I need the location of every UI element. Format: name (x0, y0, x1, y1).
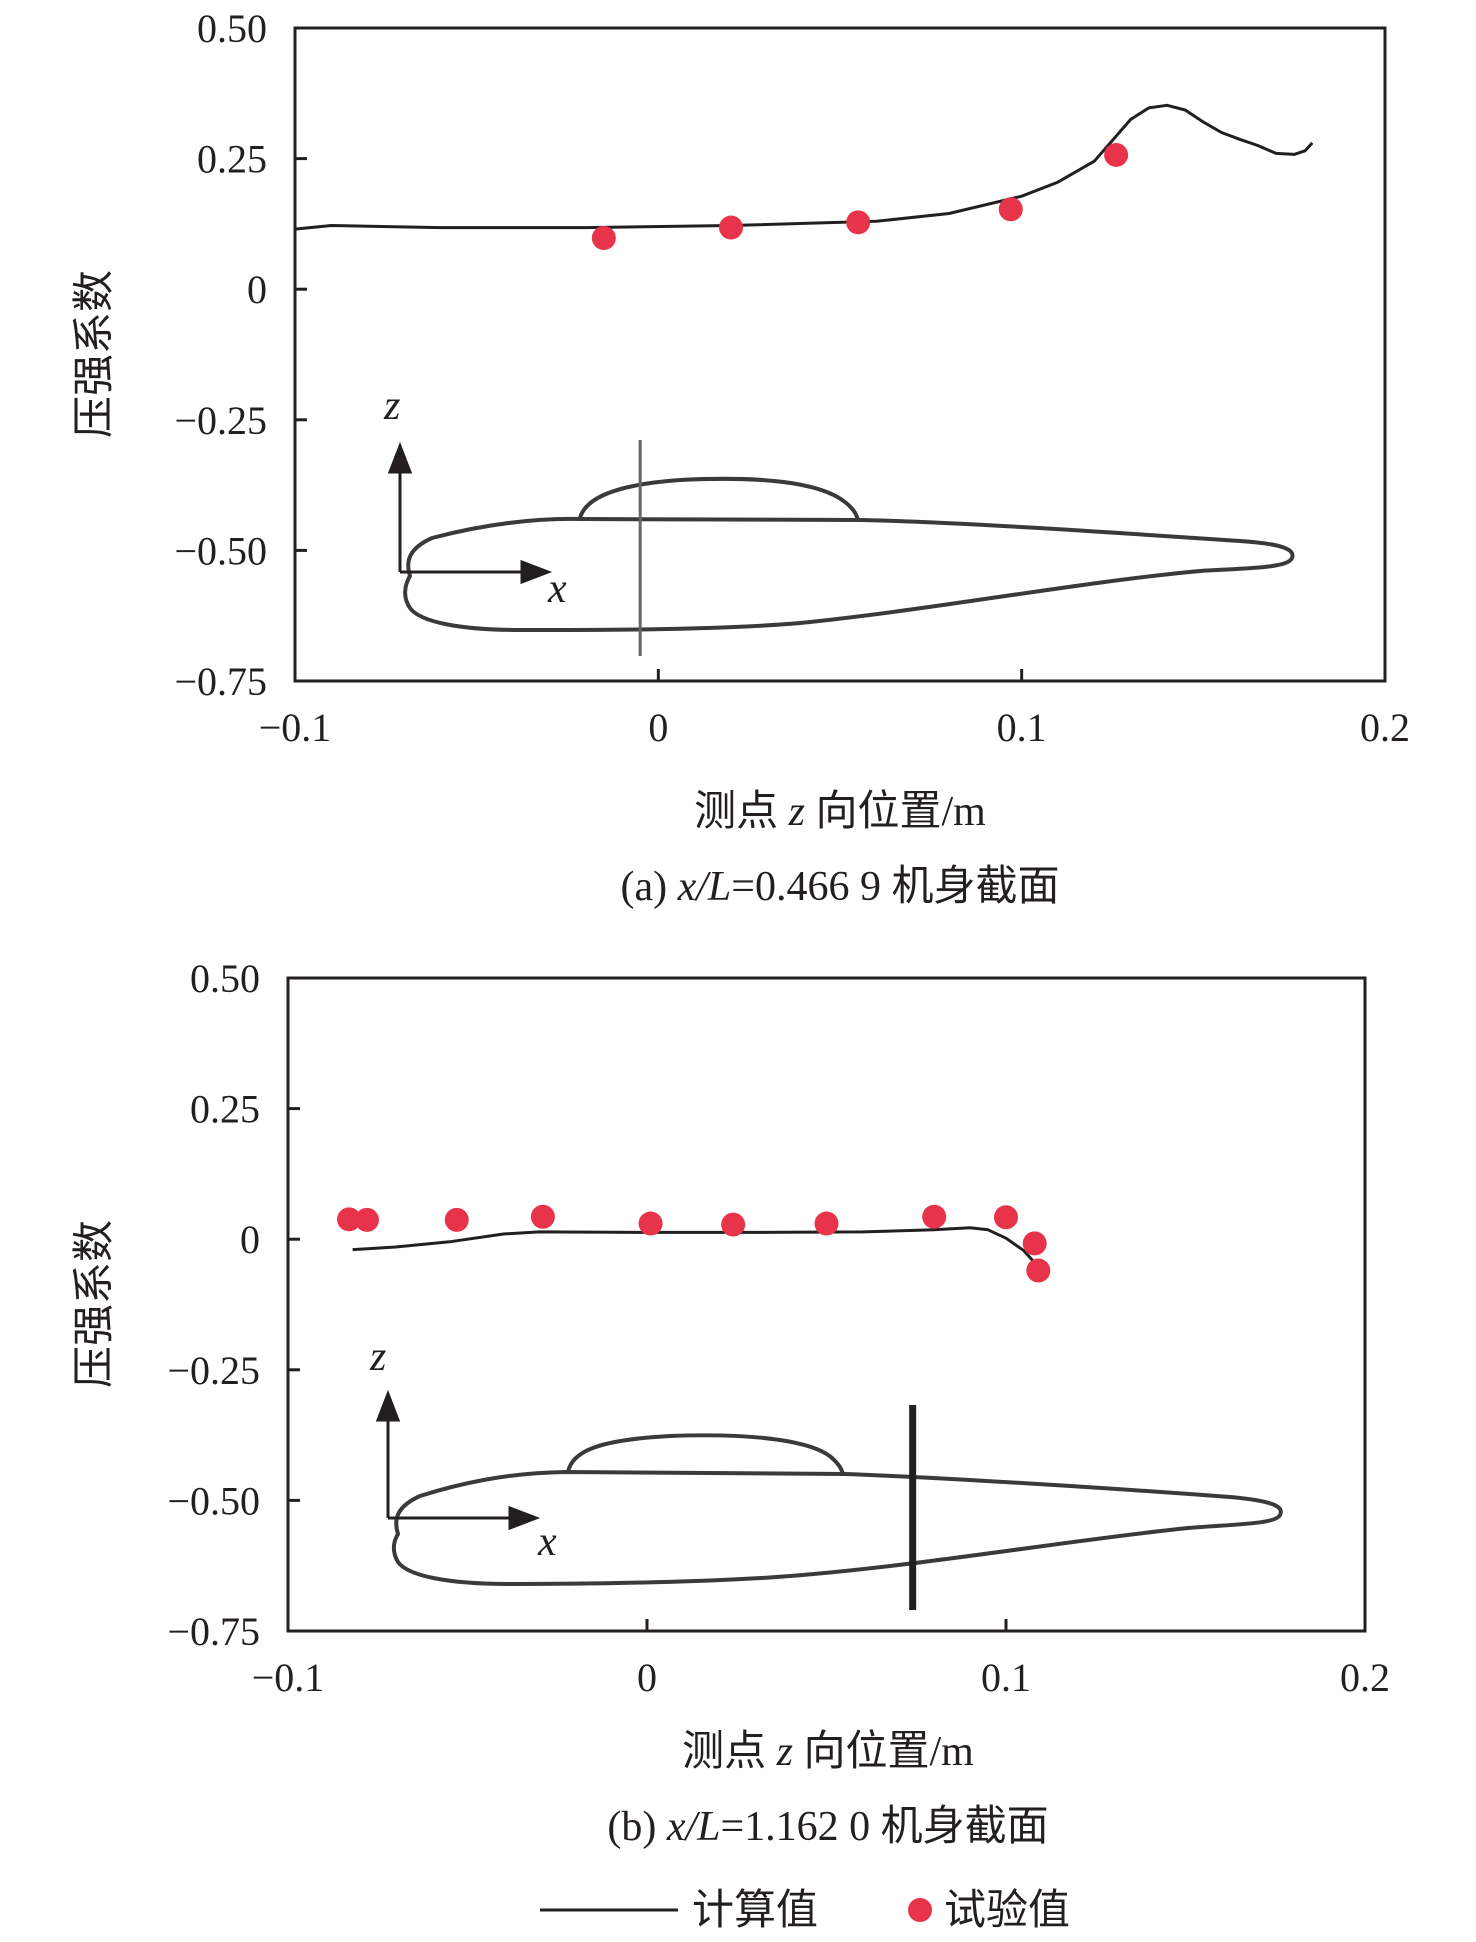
legend-label-experimental: 试验值 (944, 1887, 1070, 1934)
y-tick-label: 0.25 (190, 1087, 260, 1132)
inset-x-label: x (537, 1519, 557, 1565)
y-tick-label: 0 (240, 1217, 260, 1262)
y-axis-ticks: 0.50 0.25 0 −0.25 −0.50 −0.75 (174, 6, 307, 704)
y-axis-ticks: 0.50 0.25 0 −0.25 −0.50 −0.75 (167, 956, 300, 1654)
x-axis-ticks: −0.1 0 0.1 0.2 (252, 1619, 1390, 1700)
inset-z-arrowhead (375, 1389, 401, 1422)
x-tick-label: 0 (637, 1655, 657, 1700)
canopy-outline (566, 1433, 845, 1476)
x-tick-label: 0.2 (1360, 705, 1410, 750)
inset-axes (375, 1389, 541, 1531)
y-tick-label: −0.75 (174, 659, 267, 704)
y-axis-label: 压强系数 (72, 1220, 118, 1388)
y-tick-label: 0.50 (197, 6, 267, 51)
chart-panel-b: −0.1 0 0.1 0.2 0.50 0.25 0 −0.25 −0.50 −0.75 z x… (72, 956, 1390, 1850)
panel-caption: (a) x/L=0.466 9 机身截面 (621, 864, 1060, 910)
x-axis-ticks: −0.1 0 0.1 0.2 (259, 669, 1410, 750)
data-point-experimental (444, 1207, 469, 1232)
data-point-experimental (1026, 1258, 1051, 1283)
series-points-experimental (337, 1204, 1051, 1283)
series-line-calculated (294, 103, 1314, 231)
data-point-experimental (354, 1207, 379, 1232)
data-point-experimental (1104, 142, 1129, 167)
data-point-experimental (719, 215, 743, 240)
x-tick-label: −0.1 (252, 1655, 325, 1700)
plot-frame (293, 26, 1387, 683)
inset-axes (387, 441, 553, 585)
chart-panel-a: −0.1 0 0.1 0.2 0.50 0.25 0 −0.25 −0.50 −0.75 z x… (72, 6, 1410, 910)
plot-frame (286, 976, 1367, 1633)
x-axis-label: 测点 z 向位置/m (682, 1728, 974, 1775)
y-tick-label: −0.50 (167, 1478, 260, 1523)
inset-z-arrowhead (387, 441, 413, 474)
fuselage-outline (391, 1470, 1283, 1586)
y-tick-label: −0.25 (167, 1348, 260, 1393)
data-point-experimental (721, 1212, 746, 1237)
x-tick-label: 0.2 (1340, 1655, 1390, 1700)
data-point-experimental (1022, 1231, 1047, 1256)
data-point-experimental (814, 1211, 839, 1236)
canopy-outline (578, 476, 860, 522)
series-line-calculated (352, 1226, 1036, 1264)
data-point-experimental (922, 1204, 947, 1229)
x-tick-label: 0.1 (981, 1655, 1031, 1700)
y-axis-label: 压强系数 (72, 270, 118, 438)
fuselage-sketch (391, 1433, 1283, 1586)
inset-z-label: z (383, 383, 400, 429)
y-tick-label: 0.25 (197, 137, 267, 182)
y-tick-label: 0.50 (190, 956, 260, 1001)
fuselage-sketch (403, 476, 1295, 632)
legend-marker-swatch (908, 1898, 932, 1922)
y-tick-label: −0.50 (174, 528, 267, 573)
x-tick-label: 0.1 (997, 705, 1047, 750)
x-axis-label: 测点 z 向位置/m (694, 788, 986, 835)
inset-x-label: x (547, 566, 567, 612)
data-point-experimental (998, 197, 1023, 222)
panel-caption: (b) x/L=1.162 0 机身截面 (607, 1804, 1048, 1850)
data-point-experimental (337, 1207, 362, 1232)
inset-z-label: z (369, 1334, 386, 1380)
legend: 计算值 试验值 (540, 1887, 1070, 1934)
inset-x-arrowhead (508, 1505, 541, 1531)
inset-x-arrowhead (520, 559, 553, 585)
y-tick-label: 0 (247, 267, 267, 312)
x-tick-label: −0.1 (259, 705, 332, 750)
y-tick-label: −0.25 (174, 398, 267, 443)
series-points-experimental (591, 142, 1129, 251)
data-point-experimental (846, 210, 871, 235)
data-point-experimental (530, 1204, 555, 1229)
fuselage-outline (403, 516, 1295, 632)
x-tick-label: 0 (648, 705, 668, 750)
data-point-experimental (638, 1211, 663, 1236)
legend-label-calculated: 计算值 (692, 1888, 818, 1934)
data-point-experimental (591, 226, 616, 251)
data-point-experimental (994, 1205, 1018, 1230)
y-tick-label: −0.75 (167, 1609, 260, 1654)
